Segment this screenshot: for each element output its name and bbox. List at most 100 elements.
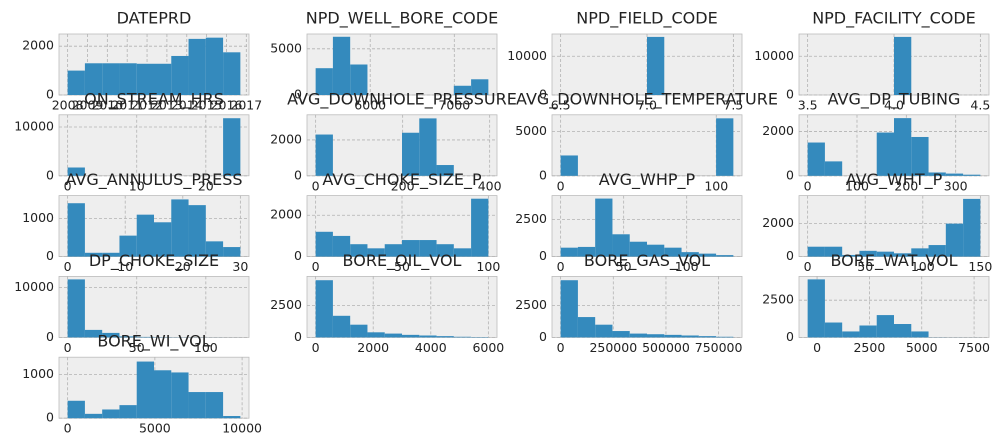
plot-area: [58, 114, 250, 177]
bar: [315, 231, 333, 257]
bar: [154, 370, 172, 419]
bar: [384, 244, 402, 257]
x-tick-label: 6000: [472, 340, 504, 355]
chart-title: BORE_WI_VOL: [97, 332, 210, 352]
bar: [681, 335, 699, 338]
bar: [367, 332, 385, 338]
bar: [205, 241, 224, 257]
x-tick-label: 3.5: [798, 98, 818, 113]
y-tick-label: 10000: [507, 48, 547, 63]
bar: [171, 55, 189, 95]
chart-title: AVG_CHOKE_SIZE_P: [322, 170, 482, 190]
chart-title: AVG_DOWNHOLE_PRESSURE: [287, 89, 517, 109]
y-tick-label: 10000: [14, 279, 54, 294]
bar: [453, 248, 472, 257]
bar: [560, 155, 578, 176]
bar: [698, 253, 717, 257]
x-tick-label: 50: [857, 259, 873, 274]
bar: [419, 118, 437, 176]
x-tick-label: 20: [175, 259, 191, 274]
y-tick-label: 0: [46, 87, 54, 102]
bar: [842, 331, 860, 338]
bar: [350, 64, 368, 95]
plot-area: [551, 114, 743, 177]
bar: [102, 409, 120, 419]
bar: [154, 63, 172, 95]
chart-title: AVG_DOWNHOLE_TEMPERATURE: [516, 89, 778, 109]
bar: [664, 247, 682, 257]
x-tick-label: 4.5: [970, 98, 990, 113]
marks: [67, 36, 981, 419]
x-tick-label: 100: [675, 259, 699, 274]
bar: [102, 252, 120, 257]
bar: [681, 252, 699, 257]
bar: [876, 132, 894, 176]
y-tick-label: 2000: [270, 207, 302, 222]
x-tick-label: 20: [198, 178, 214, 193]
x-tick-label: 0: [64, 421, 72, 436]
bar: [223, 118, 241, 176]
x-tick-label: 0: [312, 259, 320, 274]
bar: [119, 336, 137, 338]
bar: [629, 241, 647, 257]
x-tick-label: 0: [813, 340, 821, 355]
bar: [67, 167, 85, 176]
chart-title: NPD_WELL_BORE_CODE: [306, 9, 498, 29]
x-tick-label: 100: [911, 259, 935, 274]
x-tick-label: 0: [804, 259, 812, 274]
y-tick-label: 5000: [515, 123, 547, 138]
bar: [419, 335, 437, 338]
bar: [315, 280, 333, 338]
x-tick-label: 0: [64, 259, 72, 274]
y-tick-label: 2500: [270, 297, 302, 312]
bar: [876, 251, 894, 257]
x-tick-label: 0: [804, 178, 812, 193]
bar: [384, 333, 402, 338]
x-tick-label: 50: [394, 259, 410, 274]
bar: [119, 405, 137, 419]
x-tick-label: 2012: [131, 98, 163, 113]
bar: [647, 334, 665, 338]
x-tick-label: 10: [117, 259, 133, 274]
x-tick-label: 7.0: [637, 98, 657, 113]
bar: [911, 331, 929, 338]
bar: [963, 174, 981, 176]
y-tick-label: 0: [539, 248, 547, 263]
bar: [664, 334, 682, 338]
y-tick-label: 0: [786, 87, 794, 102]
chart-title: AVG_WHP_P: [599, 170, 696, 190]
bar: [560, 247, 578, 257]
bar: [332, 315, 351, 338]
bar: [945, 173, 964, 176]
bar: [136, 361, 154, 419]
plot-area: [551, 275, 743, 338]
bar: [894, 324, 912, 338]
bar: [471, 198, 489, 257]
y-tick-label: 0: [294, 329, 302, 344]
y-tick-label: 0: [294, 87, 302, 102]
bar: [102, 63, 120, 95]
bar: [471, 79, 489, 95]
bar: [945, 223, 964, 257]
y-tick-label: 0: [786, 248, 794, 263]
bar: [205, 37, 224, 95]
x-tick-label: 0: [312, 340, 320, 355]
y-tick-label: 5000: [270, 40, 302, 55]
chart-title: NPD_FACILITY_CODE: [812, 9, 976, 29]
bar: [188, 392, 206, 419]
x-tick-label: 6000: [354, 98, 386, 113]
x-tick-label: 2011: [111, 98, 143, 113]
y-tick-label: 0: [294, 248, 302, 263]
x-tick-label: 0: [64, 178, 72, 193]
bar: [223, 416, 241, 419]
bar: [894, 118, 912, 176]
bar: [436, 165, 454, 176]
bar: [928, 172, 946, 176]
bar: [859, 250, 877, 257]
x-tick-label: 2015: [191, 98, 223, 113]
bar: [188, 205, 206, 257]
bar: [807, 246, 825, 257]
bar: [350, 244, 368, 257]
bar: [419, 240, 437, 257]
